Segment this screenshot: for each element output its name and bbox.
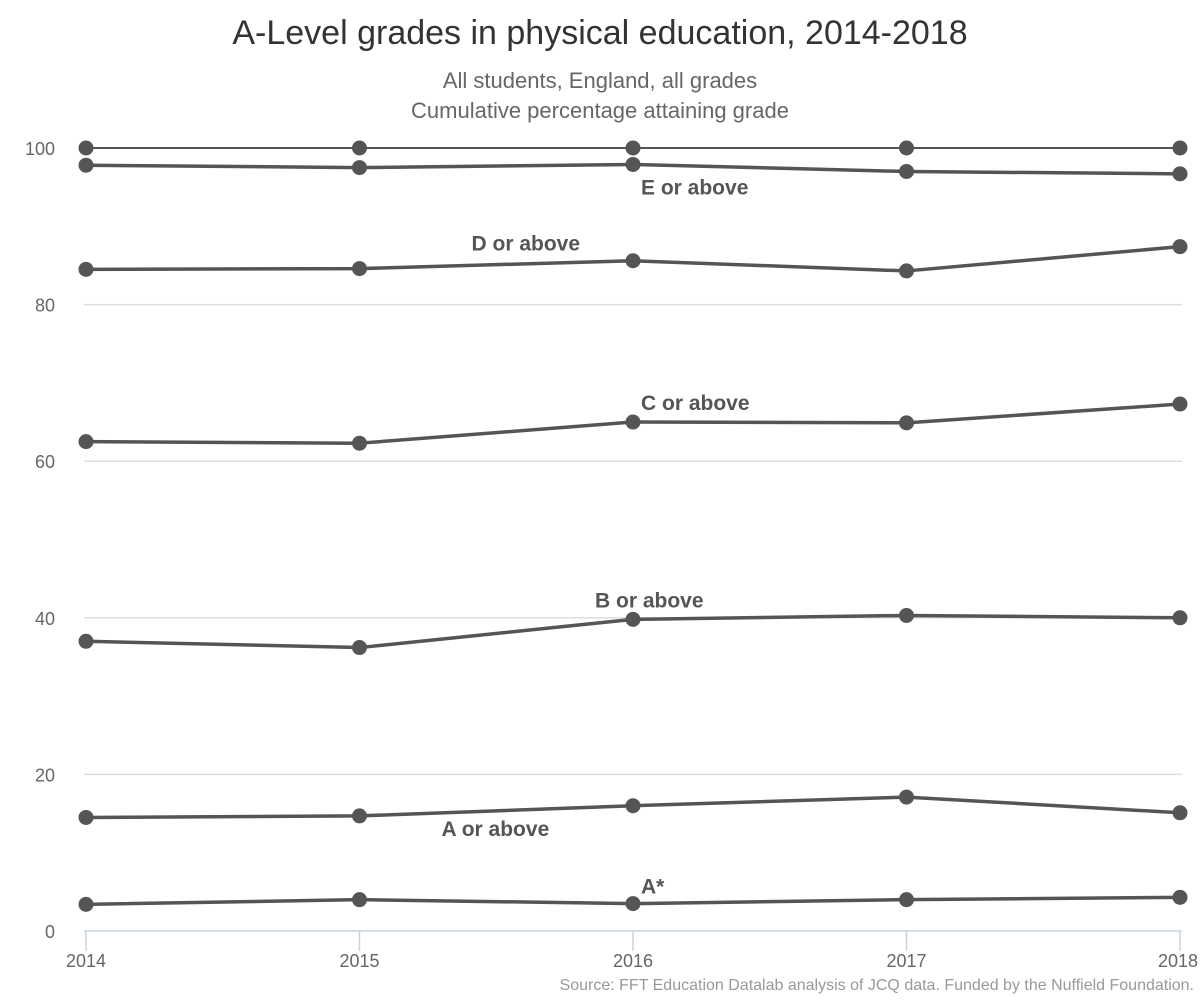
subtitle-line-2: Cumulative percentage attaining grade [411, 98, 789, 123]
y-tick-label-20: 20 [35, 765, 55, 785]
point-a-or-above-2018 [1172, 805, 1188, 821]
y-tick-label-40: 40 [35, 609, 55, 629]
x-tick-label-2016: 2016 [613, 951, 653, 971]
point-b-or-above-2017 [899, 607, 914, 623]
point-c-or-above-2017 [899, 415, 914, 431]
point-c-or-above-2016 [625, 414, 641, 430]
series-label-b-or-above: B or above [595, 589, 704, 612]
x-tick-label-2015: 2015 [339, 951, 379, 971]
point-d-or-above-2018 [1172, 239, 1188, 255]
series-labels: E or above D or above C or above B or above… [442, 176, 750, 898]
series-label-c-or-above: C or above [641, 392, 750, 415]
point-b-or-above-2014 [78, 633, 94, 649]
point-d-or-above-2017 [899, 263, 914, 279]
series-label-a-or-above: A or above [442, 818, 550, 841]
chart-subtitle: All students, England, all grades Cumula… [0, 66, 1200, 126]
axes: 0 20 40 60 80 100 2014 2015 2016 2017 2018 [25, 139, 1198, 971]
point-e-or-above-2018 [1172, 166, 1188, 182]
y-tick-label-80: 80 [35, 296, 55, 316]
point-e-or-above-2017 [899, 163, 914, 179]
x-tick-label-2018: 2018 [1158, 951, 1198, 971]
point-top-100-2017 [899, 140, 914, 156]
point-b-or-above-2018 [1172, 610, 1188, 626]
point-e-or-above-2014 [78, 157, 94, 173]
point-a-2016 [625, 896, 641, 912]
point-a-2015 [352, 892, 367, 908]
point-b-or-above-2016 [625, 611, 641, 627]
y-tick-label-0: 0 [45, 922, 55, 942]
x-tick-label-2017: 2017 [886, 951, 926, 971]
point-top-100-2016 [625, 140, 641, 156]
point-d-or-above-2016 [625, 253, 641, 269]
point-top-100-2014 [78, 140, 94, 156]
point-a-2018 [1172, 889, 1188, 905]
point-top-100-2018 [1172, 140, 1188, 156]
series-label-d-or-above: D or above [472, 233, 581, 256]
series-label-a: A* [641, 876, 665, 899]
point-c-or-above-2015 [352, 435, 367, 451]
series-label-e-or-above: E or above [641, 176, 748, 199]
point-a-or-above-2015 [352, 808, 367, 824]
point-c-or-above-2018 [1172, 396, 1188, 412]
point-d-or-above-2015 [352, 261, 367, 277]
series-lines [78, 140, 1188, 912]
point-b-or-above-2015 [352, 640, 367, 656]
chart-title: A-Level grades in physical education, 20… [232, 14, 968, 52]
point-e-or-above-2016 [625, 156, 641, 172]
point-d-or-above-2014 [78, 261, 94, 277]
point-e-or-above-2015 [352, 160, 367, 176]
gridlines [84, 147, 1182, 776]
x-tick-label-2014: 2014 [66, 951, 106, 971]
point-a-or-above-2017 [899, 789, 914, 805]
source-note: Source: FFT Education Datalab analysis o… [559, 977, 1194, 994]
y-tick-label-100: 100 [25, 139, 55, 159]
point-a-or-above-2016 [625, 798, 641, 814]
point-c-or-above-2014 [78, 434, 94, 450]
point-a-or-above-2014 [78, 809, 94, 825]
y-tick-label-60: 60 [35, 452, 55, 472]
point-top-100-2015 [352, 140, 367, 156]
point-a-2017 [899, 892, 914, 908]
subtitle-line-1: All students, England, all grades [442, 68, 758, 93]
point-a-2014 [78, 896, 94, 912]
